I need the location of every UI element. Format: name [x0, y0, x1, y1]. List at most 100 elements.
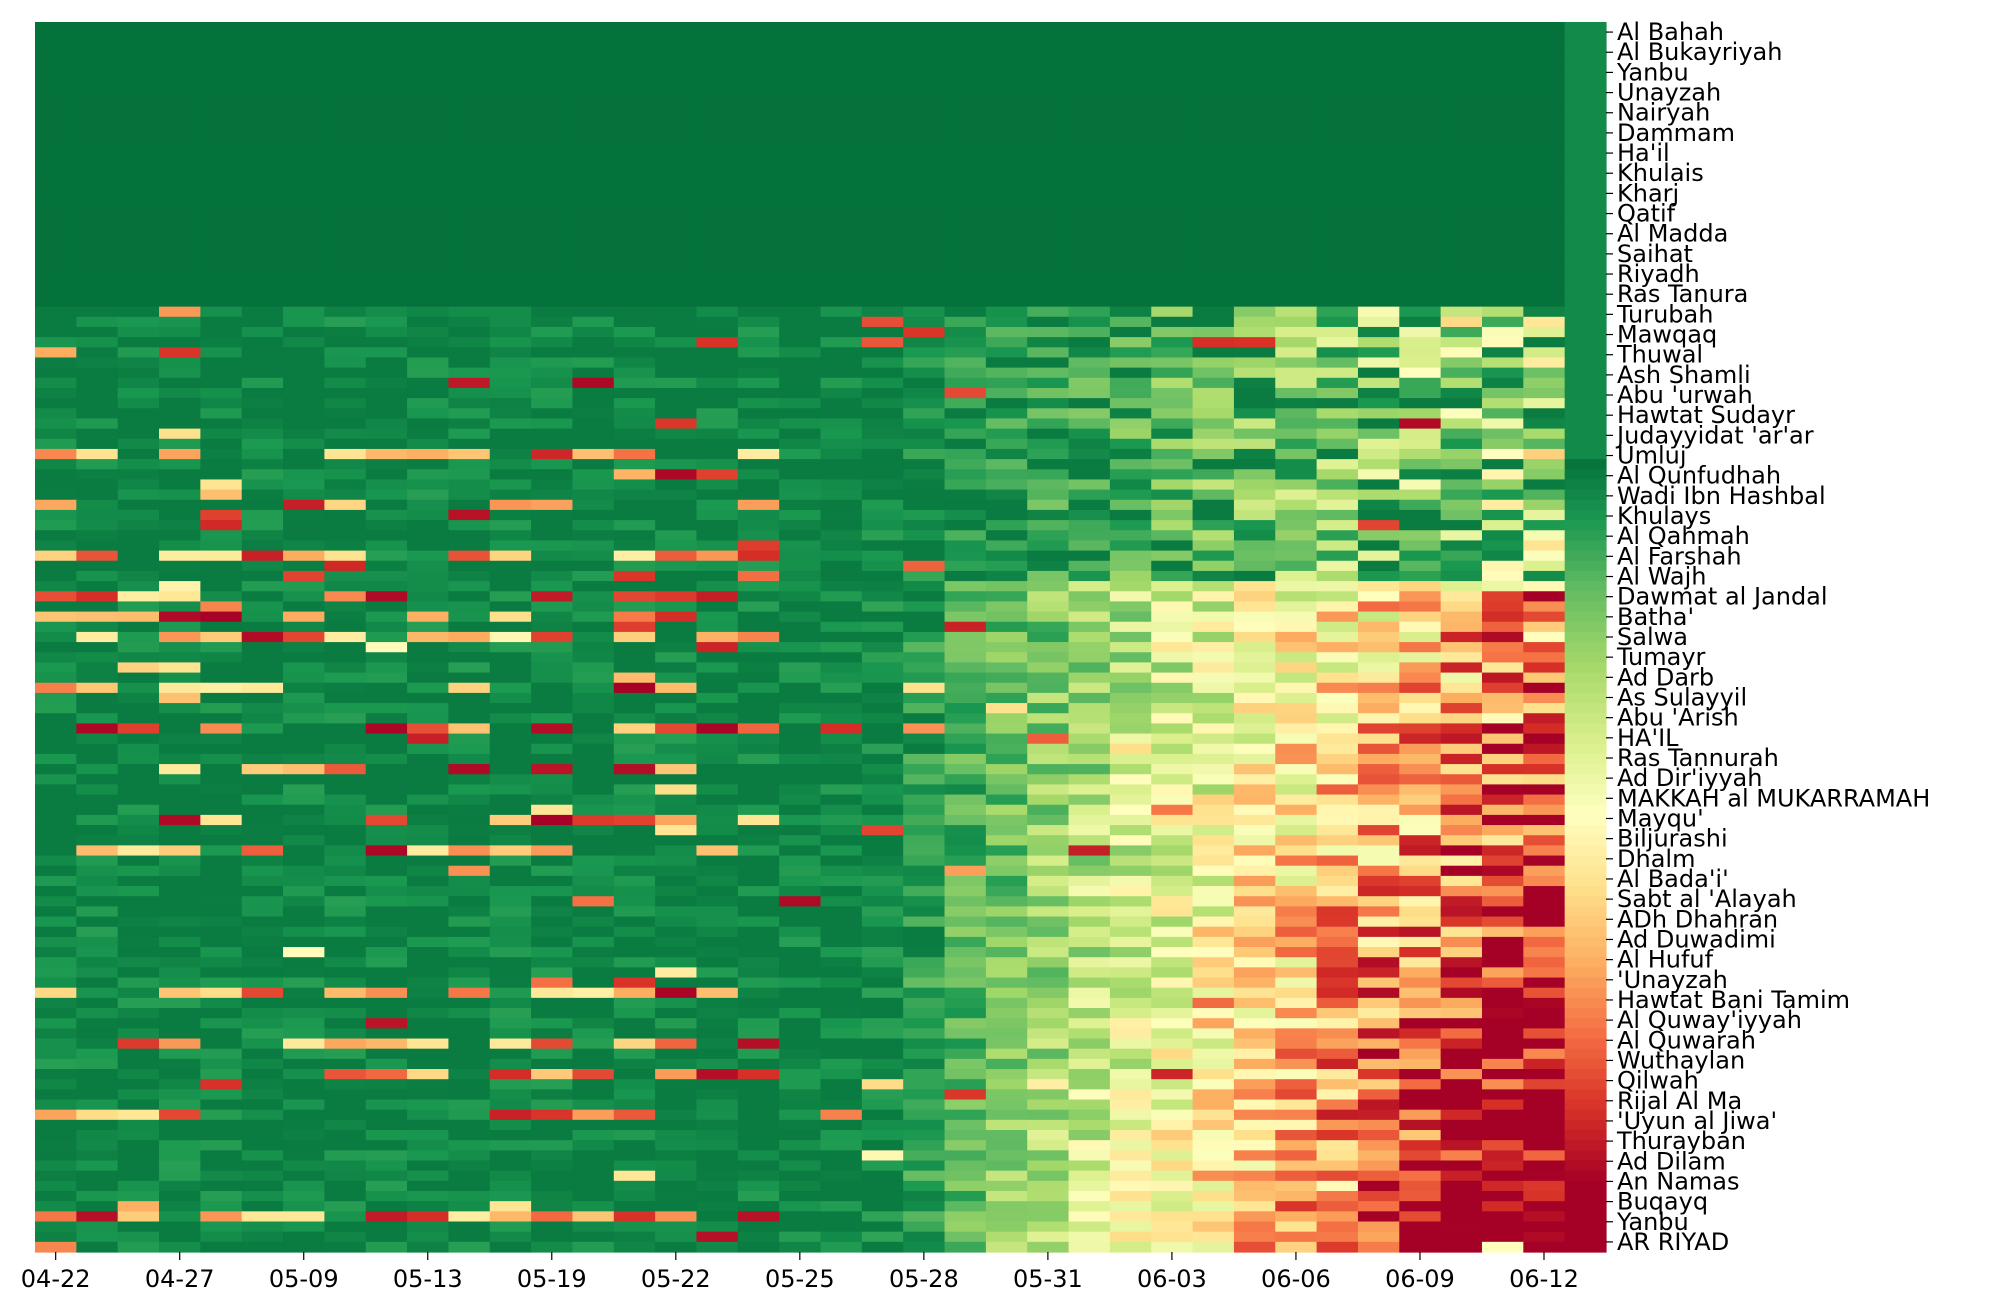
heatmap-cell: [1068, 357, 1111, 369]
heatmap-cell: [241, 316, 284, 328]
heatmap-cell: [1068, 733, 1111, 745]
heatmap-cell: [1151, 703, 1194, 714]
heatmap-cell: [1316, 154, 1359, 165]
heatmap-cell: [1068, 947, 1111, 958]
heatmap-cell: [1151, 1079, 1194, 1090]
heatmap-cell: [35, 387, 77, 399]
heatmap-cell: [820, 215, 863, 226]
heatmap-cell: [696, 143, 739, 155]
heatmap-cell: [1027, 276, 1070, 287]
heatmap-cell: [241, 133, 284, 145]
heatmap-cell: [1440, 682, 1483, 694]
heatmap-cell: [985, 713, 1028, 725]
heatmap-cell: [1233, 1241, 1276, 1253]
heatmap-cell: [35, 154, 77, 165]
heatmap-cell: [1523, 581, 1566, 592]
heatmap-cell: [1440, 448, 1483, 460]
heatmap-cell: [35, 1109, 77, 1121]
heatmap-cell: [324, 72, 367, 84]
heatmap-cell: [365, 631, 408, 643]
heatmap-cell: [1481, 1018, 1524, 1029]
heatmap-cell: [1399, 276, 1442, 287]
heatmap-cell: [76, 1099, 119, 1111]
heatmap-cell: [1109, 835, 1152, 846]
heatmap-cell: [944, 143, 987, 155]
heatmap-cell: [531, 672, 574, 684]
heatmap-cell: [1523, 509, 1566, 521]
heatmap-cell: [820, 174, 863, 186]
heatmap-cell: [1027, 204, 1070, 216]
heatmap-cell: [117, 560, 160, 572]
heatmap-cell: [572, 743, 615, 755]
heatmap-cell: [1564, 703, 1607, 714]
heatmap-cell: [820, 398, 863, 409]
heatmap-cell: [1068, 855, 1111, 867]
heatmap-cell: [1068, 235, 1111, 247]
heatmap-cell: [1068, 601, 1111, 613]
heatmap-cell: [779, 154, 822, 165]
heatmap-cell: [241, 926, 284, 938]
heatmap-cell: [1027, 255, 1070, 267]
heatmap-cell: [35, 977, 77, 989]
heatmap-cell: [1151, 1018, 1194, 1029]
heatmap-cell: [944, 357, 987, 369]
heatmap-cell: [1316, 550, 1359, 562]
heatmap-cell: [1523, 652, 1566, 664]
heatmap-cell: [35, 997, 77, 1009]
heatmap-cell: [655, 326, 698, 338]
heatmap-cell: [779, 245, 822, 257]
heatmap-cell: [861, 764, 904, 775]
heatmap-cell: [1523, 794, 1566, 806]
heatmap-cell: [1399, 1140, 1442, 1151]
heatmap-cell: [903, 591, 946, 603]
heatmap-cell: [1399, 509, 1442, 521]
heatmap-cell: [1399, 72, 1442, 84]
heatmap-cell: [324, 235, 367, 247]
heatmap-cell: [324, 631, 367, 643]
heatmap-cell: [1068, 448, 1111, 460]
heatmap-cell: [1523, 845, 1566, 857]
heatmap-cell: [159, 286, 201, 298]
heatmap-cell: [1523, 692, 1566, 704]
heatmap-cell: [1275, 42, 1318, 54]
heatmap-cell: [1068, 367, 1111, 379]
heatmap-cell: [779, 357, 822, 369]
heatmap-cell: [1564, 52, 1607, 64]
heatmap-cell: [76, 499, 119, 511]
heatmap-cell: [241, 255, 284, 267]
heatmap-cell: [407, 672, 450, 684]
heatmap-cell: [655, 967, 698, 979]
heatmap-cell: [985, 560, 1028, 572]
heatmap-cell: [1151, 550, 1194, 562]
heatmap-cell: [365, 1221, 408, 1233]
heatmap-cell: [903, 42, 946, 54]
heatmap-cell: [241, 936, 284, 948]
heatmap-cell: [1357, 479, 1400, 491]
heatmap-cell: [779, 896, 822, 907]
heatmap-cell: [861, 1231, 904, 1243]
heatmap-cell: [1275, 662, 1318, 674]
heatmap-cell: [448, 276, 491, 287]
heatmap-cell: [1399, 215, 1442, 226]
heatmap-cell: [365, 570, 408, 582]
heatmap-cell: [1233, 235, 1276, 247]
heatmap-cell: [1109, 855, 1152, 867]
heatmap-cell: [407, 347, 450, 359]
heatmap-cell: [1068, 764, 1111, 775]
heatmap-cell: [200, 164, 243, 176]
heatmap-cell: [903, 1130, 946, 1141]
heatmap-cell: [572, 621, 615, 633]
heatmap-cell: [1192, 42, 1235, 54]
heatmap-cell: [365, 428, 408, 440]
heatmap-cell: [365, 489, 408, 501]
heatmap-cell: [779, 408, 822, 420]
heatmap-cell: [1027, 469, 1070, 481]
heatmap-cell: [1192, 652, 1235, 664]
heatmap-cell: [159, 255, 201, 267]
heatmap-cell: [407, 692, 450, 704]
heatmap-cell: [903, 662, 946, 674]
heatmap-cell: [448, 1109, 491, 1121]
heatmap-cell: [1109, 499, 1152, 511]
heatmap-cell: [1233, 906, 1276, 918]
heatmap-cell: [696, 1048, 739, 1060]
